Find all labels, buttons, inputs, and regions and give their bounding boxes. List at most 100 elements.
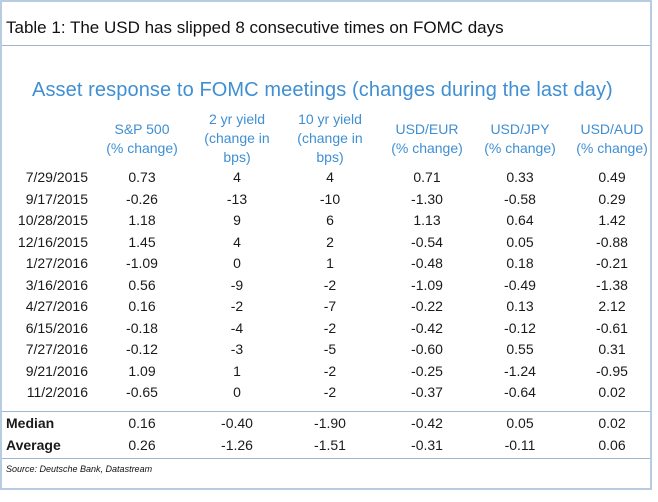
- value-cell: 4: [233, 169, 241, 185]
- value-cell: 0: [233, 384, 241, 400]
- value-cell: -0.31: [411, 437, 443, 453]
- value-cell: -0.95: [596, 362, 628, 379]
- value-cell: 2.12: [598, 298, 626, 314]
- value-cell: 1.45: [128, 233, 156, 250]
- table-frame: Table 1: The USD has slipped 8 consecuti…: [0, 0, 652, 490]
- column-header-2: 10 yr yield (change in bps): [282, 110, 378, 167]
- value-cell: -2: [230, 298, 244, 314]
- value-cell: 6: [326, 212, 334, 228]
- value-cell: -0.42: [411, 415, 443, 431]
- table-row: 1/27/2016 -1.09 0 1 -0.48 0.18 -0.21: [2, 253, 654, 274]
- value-cell: -1.09: [411, 276, 443, 293]
- value-cell: 1: [233, 362, 241, 379]
- value-cell: -0.60: [411, 341, 443, 357]
- value-cell: 0.02: [598, 415, 626, 431]
- value-cell: 0.64: [506, 212, 534, 228]
- caption-divider: [2, 45, 650, 46]
- value-cell: 1.18: [128, 212, 156, 228]
- value-cell: -2: [323, 384, 337, 400]
- date-cell: 9/17/2015: [25, 190, 88, 207]
- value-cell: 0.16: [128, 415, 156, 431]
- column-header-line: S&P 500: [114, 121, 170, 137]
- value-cell: -0.21: [596, 255, 628, 271]
- date-cell: 7/27/2016: [25, 341, 88, 357]
- column-header-5: USD/AUD (% change): [564, 120, 658, 158]
- value-cell: 0.56: [128, 276, 156, 293]
- value-cell: 2: [326, 233, 334, 250]
- table-row: 7/29/2015 0.73 4 4 0.71 0.33 0.49: [2, 167, 654, 188]
- date-cell: 10/28/2015: [17, 212, 88, 228]
- value-cell: -0.12: [126, 341, 158, 357]
- column-header-line: bps): [223, 149, 251, 165]
- table-row: 12/16/2015 1.45 4 2 -0.54 0.05 -0.88: [2, 232, 654, 253]
- table-row: 11/2/2016 -0.65 0 -2 -0.37 -0.64 0.02: [2, 382, 654, 403]
- value-cell: -2: [323, 276, 337, 293]
- value-cell: -2: [323, 319, 337, 336]
- column-header-line: (change in: [204, 130, 270, 146]
- table-subtitle: Asset response to FOMC meetings (changes…: [32, 79, 613, 101]
- value-cell: -4: [230, 319, 244, 336]
- column-header-1: 2 yr yield (change in bps): [189, 110, 285, 167]
- source-divider: [2, 458, 650, 459]
- value-cell: 0.31: [598, 341, 626, 357]
- value-cell: 0.05: [506, 233, 534, 250]
- column-header-4: USD/JPY (% change): [472, 120, 568, 158]
- table-row: Average 0.26 -1.26 -1.51 -0.31 -0.11 0.06: [2, 435, 654, 456]
- column-header-line: (% change): [391, 140, 463, 156]
- value-cell: 1.42: [598, 212, 626, 228]
- value-cell: -7: [323, 298, 337, 314]
- value-cell: 4: [233, 233, 241, 250]
- value-cell: -1.30: [411, 190, 443, 207]
- table-row: 9/17/2015 -0.26 -13 -10 -1.30 -0.58 0.29: [2, 189, 654, 210]
- value-cell: 4: [326, 169, 334, 185]
- source-note: Source: Deutsche Bank, Datastream: [6, 464, 153, 474]
- value-cell: 1.09: [128, 362, 156, 379]
- value-cell: -0.42: [411, 319, 443, 336]
- summary-label: Average: [6, 437, 61, 453]
- summary-label: Median: [6, 415, 55, 431]
- table-row: Median 0.16 -0.40 -1.90 -0.42 0.05 0.02: [2, 413, 654, 434]
- column-header-line: (% change): [576, 140, 648, 156]
- value-cell: -3: [230, 341, 244, 357]
- column-header-line: USD/AUD: [580, 121, 644, 137]
- value-cell: -1.26: [221, 437, 253, 453]
- column-header-line: 10 yr yield: [298, 111, 362, 127]
- value-cell: -0.12: [504, 319, 536, 336]
- value-cell: -1.09: [126, 255, 158, 271]
- table-row: 10/28/2015 1.18 9 6 1.13 0.64 1.42: [2, 210, 654, 231]
- date-cell: 3/16/2016: [25, 276, 88, 293]
- value-cell: -0.11: [504, 437, 536, 453]
- value-cell: 0: [233, 255, 241, 271]
- date-cell: 4/27/2016: [25, 298, 88, 314]
- value-cell: 0.16: [128, 298, 156, 314]
- column-header-line: bps): [316, 149, 344, 165]
- date-cell: 9/21/2016: [25, 362, 88, 379]
- value-cell: -1.24: [504, 362, 536, 379]
- column-header-line: 2 yr yield: [208, 111, 266, 127]
- value-cell: -0.26: [126, 190, 158, 207]
- value-cell: 0.33: [506, 169, 534, 185]
- date-cell: 11/2/2016: [26, 384, 88, 400]
- value-cell: -0.88: [596, 233, 628, 250]
- column-header-3: USD/EUR (% change): [379, 120, 475, 158]
- column-header-line: (% change): [484, 140, 556, 156]
- value-cell: -0.64: [504, 384, 536, 400]
- column-header-0: S&P 500 (% change): [94, 120, 190, 158]
- value-cell: 0.73: [128, 169, 156, 185]
- value-cell: -0.40: [221, 415, 253, 431]
- value-cell: -0.37: [411, 384, 443, 400]
- value-cell: -5: [323, 341, 337, 357]
- value-cell: -10: [319, 190, 341, 207]
- value-cell: 0.49: [598, 169, 626, 185]
- value-cell: 0.71: [413, 169, 441, 185]
- date-cell: 1/27/2016: [25, 255, 88, 271]
- date-cell: 6/15/2016: [25, 319, 88, 336]
- value-cell: -0.25: [411, 362, 443, 379]
- value-cell: -0.22: [411, 298, 443, 314]
- value-cell: 9: [233, 212, 241, 228]
- value-cell: 0.29: [598, 190, 626, 207]
- column-header-line: USD/JPY: [490, 121, 550, 137]
- value-cell: 0.55: [506, 341, 534, 357]
- table-row: 4/27/2016 0.16 -2 -7 -0.22 0.13 2.12: [2, 296, 654, 317]
- value-cell: 0.26: [128, 437, 156, 453]
